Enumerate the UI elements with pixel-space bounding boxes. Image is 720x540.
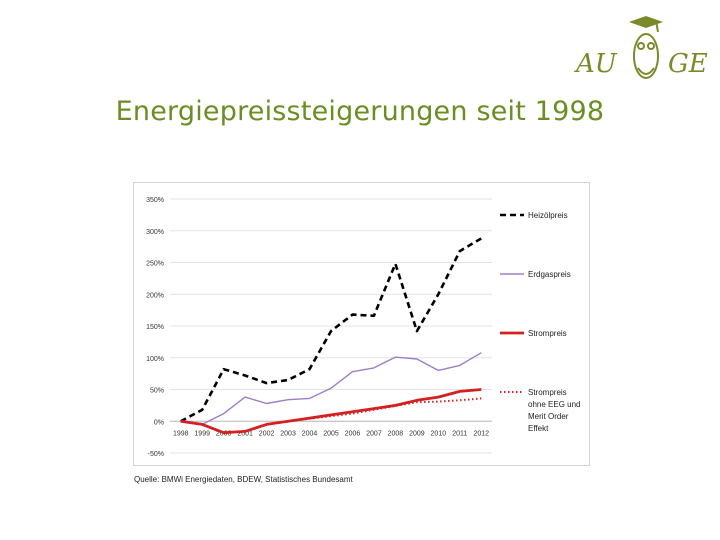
legend-label: Erdgaspreis: [528, 270, 571, 279]
y-tick-label: 100%: [146, 356, 164, 363]
series-line-2: [180, 352, 482, 426]
x-tick-label: 2005: [323, 430, 339, 437]
logo-left-text: AU: [574, 49, 618, 79]
legend-label: Heizölpreis: [528, 211, 568, 220]
legend-label: Strompreis: [528, 388, 567, 397]
legend-label: Strompreis: [528, 329, 567, 338]
y-tick-label: 200%: [146, 292, 164, 299]
legend-label: Effekt: [528, 424, 549, 433]
x-tick-label: 2007: [366, 430, 382, 437]
x-tick-label: 2008: [388, 430, 404, 437]
chart-svg: 350% 300% 250% 200% 150% 100% 50% 0% -50% 1998 199…: [146, 197, 580, 458]
x-tick-label: 2010: [431, 430, 447, 437]
logo-right-text: GE: [668, 49, 708, 79]
legend-label: Merit Order: [528, 412, 569, 421]
x-tick-label: 1999: [194, 430, 210, 437]
x-tick-label: 1998: [173, 430, 189, 437]
owl-graduate-icon: [629, 15, 663, 79]
energy-price-chart: 350% 300% 250% 200% 150% 100% 50% 0% -50% 1998 199…: [133, 182, 590, 466]
x-tick-label: 2001: [237, 430, 253, 437]
y-tick-label: 350%: [146, 197, 164, 204]
series-line-3: [180, 388, 482, 435]
x-tick-label: 2006: [345, 430, 361, 437]
slide-title: Energiepreissteigerungen seit 1998: [115, 96, 605, 127]
source-note: Quelle: BMWi Energiedaten, BDEW, Statist…: [134, 475, 353, 484]
y-tick-label: 250%: [146, 261, 164, 268]
y-tick-label: 0%: [154, 419, 164, 426]
x-tick-label: 2012: [473, 430, 489, 437]
y-tick-label: 150%: [146, 324, 164, 331]
x-tick-label: 2009: [409, 430, 425, 437]
x-tick-label: 2003: [280, 430, 296, 437]
x-tick-label: 2002: [259, 430, 275, 437]
legend-label: ohne EEG und: [528, 400, 580, 409]
auge-logo: AU GE: [572, 10, 714, 90]
x-tick-label: 2004: [302, 430, 318, 437]
series-line-1: [180, 237, 482, 423]
x-tick-label: 2011: [452, 430, 467, 437]
y-tick-label: 50%: [150, 388, 164, 395]
y-tick-label: 300%: [146, 229, 164, 236]
y-tick-label: -50%: [148, 451, 164, 458]
